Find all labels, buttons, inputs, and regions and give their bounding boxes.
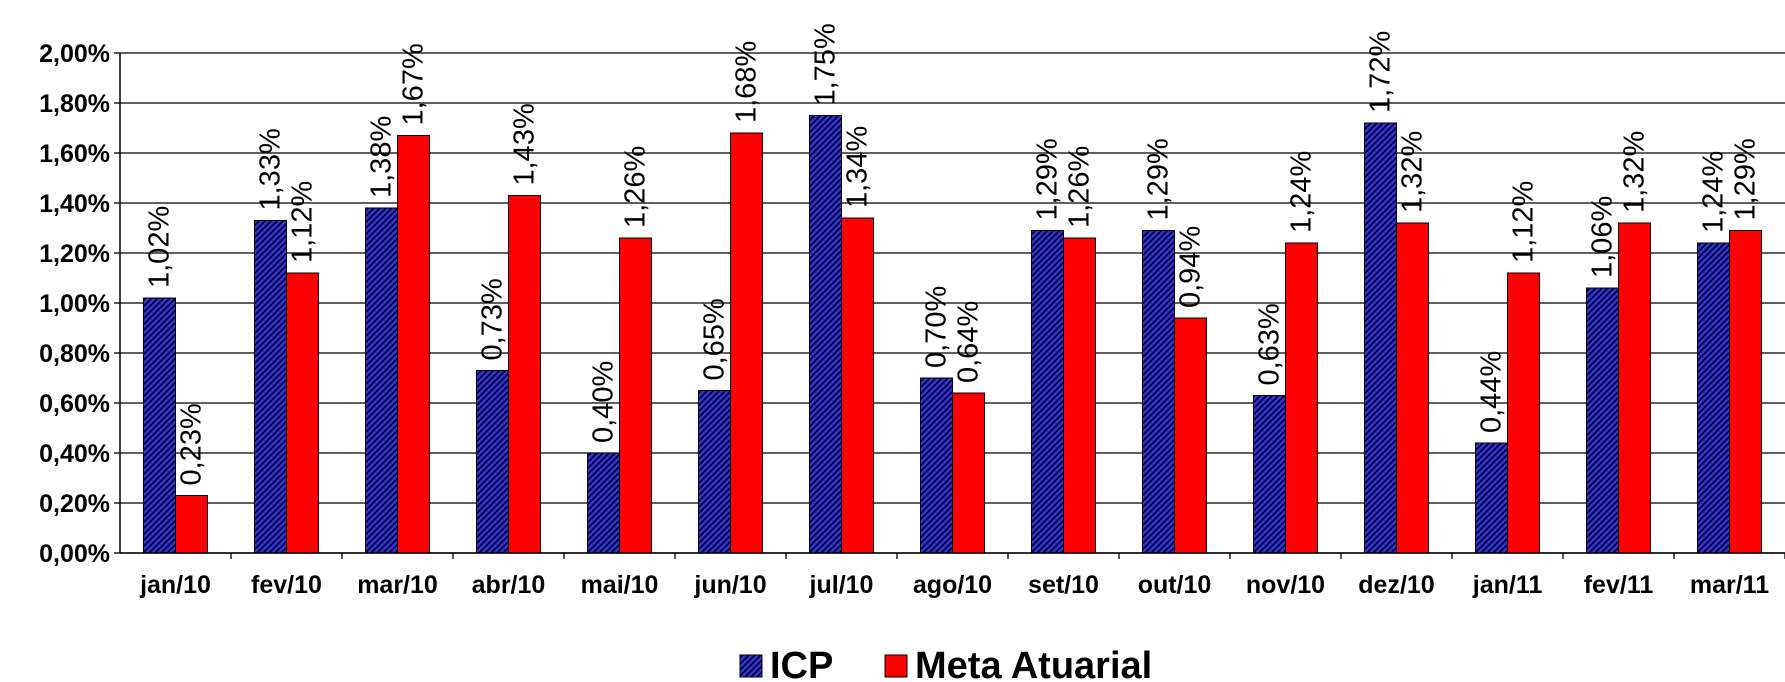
data-label-meta-atuarial: 1,43% [509,103,541,185]
data-label-icp: 0,70% [921,286,953,368]
data-label-meta-atuarial: 1,29% [1730,138,1762,220]
x-tick-label: dez/10 [1358,571,1434,599]
x-tick-label: jun/10 [693,571,766,599]
bar-meta-atuarial [1729,230,1762,554]
legend-swatch-meta-atuarial [884,654,908,678]
data-label-icp: 1,29% [1032,138,1064,220]
y-tick-label: 1,80% [39,90,110,118]
bar-meta-atuarial [1618,222,1651,554]
data-label-meta-atuarial: 1,26% [1064,146,1096,228]
bar-meta-atuarial [175,495,208,554]
data-label-meta-atuarial: 1,34% [842,126,874,208]
axes [119,53,1785,559]
data-label-meta-atuarial: 1,12% [1508,181,1540,263]
data-label-icp: 1,75% [810,23,842,105]
data-label-meta-atuarial: 0,94% [1175,226,1207,308]
bar-meta-atuarial [1063,237,1096,554]
bar-meta-atuarial [952,392,985,554]
y-tick-label: 0,40% [39,440,110,468]
y-tick-label: 0,60% [39,390,110,418]
data-label-icp: 0,63% [1254,303,1286,385]
x-tick-label: mar/10 [357,571,438,599]
y-tick-label: 1,40% [39,190,110,218]
x-tick-label: jan/10 [139,571,211,599]
y-tick-label: 0,00% [39,540,110,568]
bar-meta-atuarial [1396,222,1429,554]
y-tick-label: 1,20% [39,240,110,268]
x-tick-label: jul/10 [809,571,874,599]
bar-meta-atuarial [508,195,541,554]
bar-icp [587,452,620,554]
x-tick-label: abr/10 [472,571,546,599]
bar-icp [1031,230,1064,554]
bar-meta-atuarial [619,237,652,554]
data-label-icp: 0,40% [588,361,620,443]
data-label-icp: 1,29% [1143,138,1175,220]
legend-label-icp: ICP [770,645,833,682]
data-label-icp: 1,33% [255,128,287,210]
data-label-meta-atuarial: 1,24% [1286,151,1318,233]
bar-icp [365,207,398,554]
data-labels: 1,02%0,23%1,33%1,12%1,38%1,67%0,73%1,43%… [144,23,1762,485]
bar-meta-atuarial [286,272,319,554]
x-axis-tick-labels: jan/10 fev/10 mar/10 abr/10 mai/10 jun/10 jul/… [139,571,1769,599]
y-axis-tick-labels: 0,00% 0,20% 0,40% 0,60% 0,80% 1,00% 1,20% 1,40%… [39,40,110,568]
bar-icp [1475,442,1508,554]
bar-meta-atuarial [397,135,430,554]
data-label-icp: 0,65% [699,298,731,380]
data-label-icp: 1,72% [1365,31,1397,113]
data-label-meta-atuarial: 1,32% [1397,131,1429,213]
y-tick-label: 0,20% [39,490,110,518]
bar-icp [698,390,731,554]
bar-meta-atuarial [1174,317,1207,554]
data-label-icp: 0,44% [1476,351,1508,433]
bar-icp [920,377,953,554]
legend-swatch-icp [739,654,763,678]
x-tick-label: ago/10 [913,571,992,599]
bar-icp [1586,287,1619,554]
legend-label-meta-atuarial: Meta Atuarial [915,645,1152,682]
bars [143,115,1762,554]
data-label-icp: 1,24% [1698,151,1730,233]
bar-icp [143,297,176,554]
y-tick-label: 1,60% [39,140,110,168]
bar-icp [1697,242,1730,554]
y-tick-label: 1,00% [39,290,110,318]
bar-meta-atuarial [730,132,763,554]
bar-meta-atuarial [1285,242,1318,554]
bar-icp [1142,230,1175,554]
bar-icp [1364,122,1397,554]
data-label-meta-atuarial: 1,67% [398,43,430,125]
data-label-icp: 1,06% [1587,196,1619,278]
bar-meta-atuarial [1507,272,1540,554]
data-label-meta-atuarial: 1,32% [1619,131,1651,213]
legend: ICP Meta Atuarial [739,645,1152,682]
x-tick-label: set/10 [1028,571,1099,599]
bar-icp [476,370,509,554]
data-label-meta-atuarial: 1,12% [287,181,319,263]
data-label-meta-atuarial: 1,26% [620,146,652,228]
x-tick-label: fev/10 [251,571,322,599]
data-label-icp: 0,73% [477,278,509,360]
data-label-meta-atuarial: 0,23% [176,403,208,485]
bar-icp [809,115,842,554]
data-label-meta-atuarial: 0,64% [953,301,985,383]
data-label-meta-atuarial: 1,68% [731,41,763,123]
x-tick-label: jan/11 [1472,571,1543,599]
x-tick-label: mai/10 [581,571,659,599]
x-tick-label: fev/11 [1584,571,1654,599]
bar-meta-atuarial [841,217,874,554]
y-tick-label: 2,00% [39,40,110,68]
x-tick-label: out/10 [1138,571,1212,599]
x-tick-label: nov/10 [1246,571,1325,599]
data-label-icp: 1,38% [366,116,398,198]
y-tick-label: 0,80% [39,340,110,368]
bar-icp [1253,395,1286,554]
bar-icp [254,220,287,554]
data-label-icp: 1,02% [144,206,176,288]
x-tick-label: mar/11 [1690,571,1769,599]
